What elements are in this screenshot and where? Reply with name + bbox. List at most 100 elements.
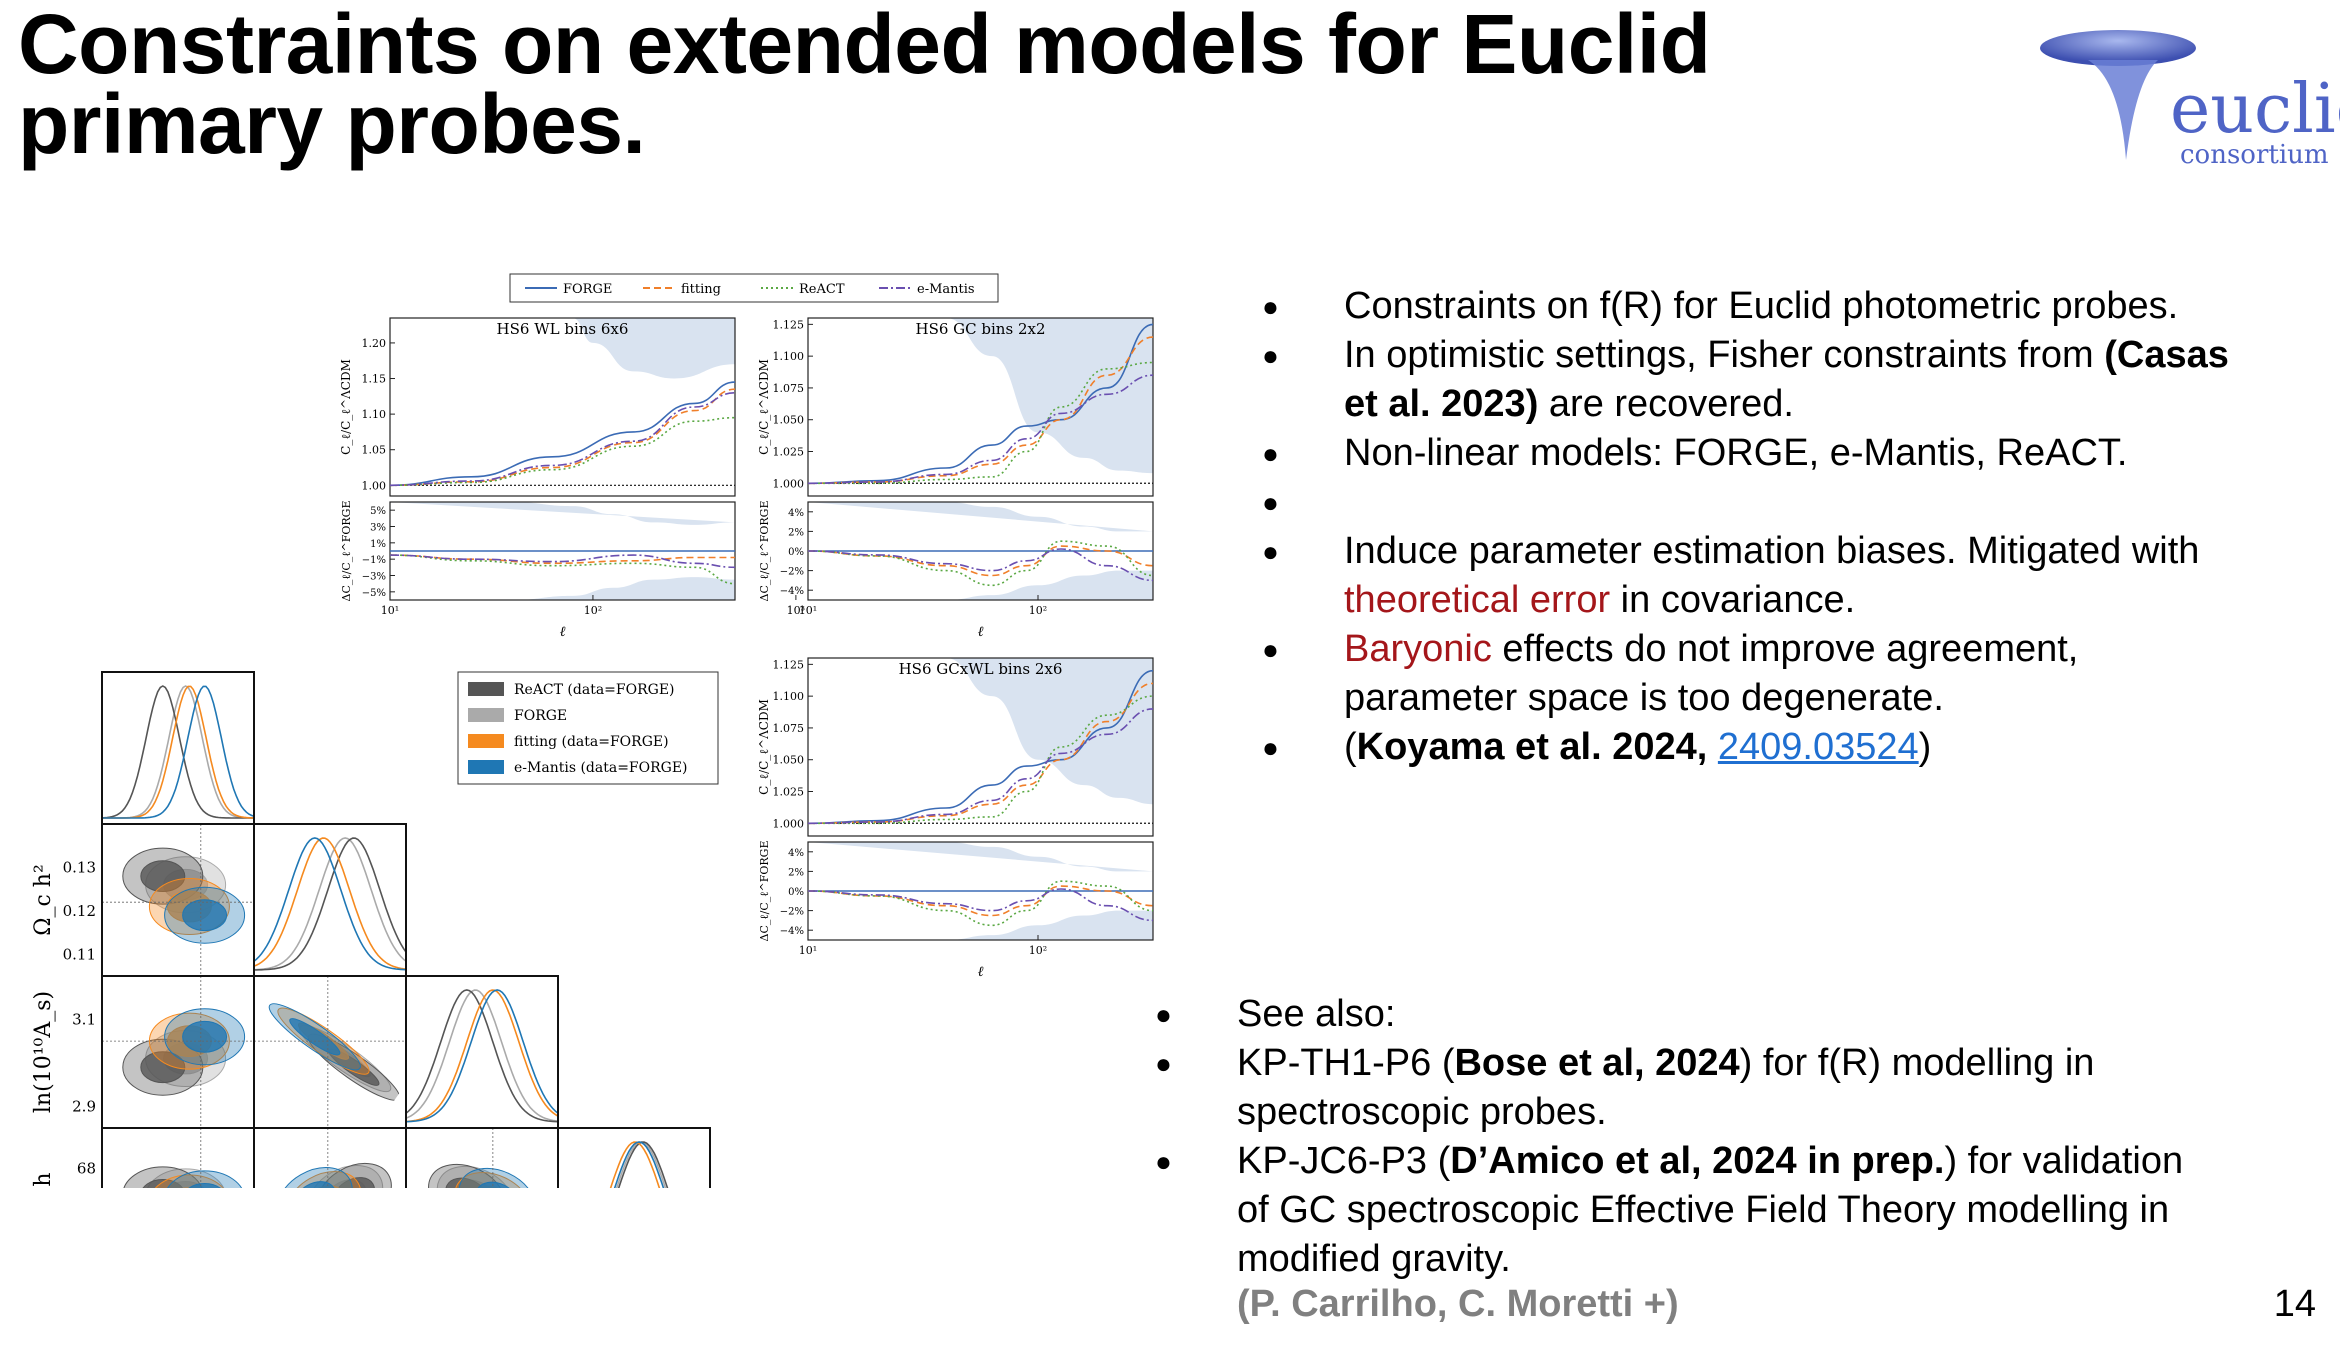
legend-label-fitting: fitting — [681, 282, 721, 297]
theory-error-band-top — [808, 318, 1153, 474]
x-axis-label: ℓ — [978, 624, 984, 640]
tri-cell-3-0 — [101, 1127, 255, 1188]
tri-legend-label: FORGE — [514, 708, 567, 724]
tri-legend-label: ReACT (data=FORGE) — [514, 682, 675, 698]
tri-cell-1-1 — [253, 823, 407, 977]
tri-cell-frame — [405, 975, 559, 1129]
ytick-label: 4% — [788, 848, 804, 859]
contour-inner — [293, 1181, 336, 1188]
residual-e-mantis — [808, 888, 1153, 922]
ytick-label: 0% — [788, 887, 804, 898]
theory-error-band-bottom-lower — [390, 577, 735, 600]
bullet-6: (Koyama et al. 2024, 2409.03524) — [1262, 723, 2262, 772]
tri-cell-frame — [557, 1127, 711, 1188]
tri-legend-label: fitting (data=FORGE) — [514, 734, 669, 750]
residual-fitting — [390, 554, 735, 565]
tri-legend-swatch — [468, 708, 504, 722]
series-forge — [808, 669, 1153, 825]
ytick-label: 1.15 — [362, 373, 387, 386]
logo-sub: consortium — [2180, 140, 2329, 170]
ytick-label: 1.075 — [773, 722, 805, 735]
arxiv-link[interactable]: 2409.03524 — [1717, 726, 1919, 768]
series-e-mantis — [390, 392, 735, 487]
ytick-label: −4% — [780, 926, 804, 937]
y-axis-label-bottom: ΔC_ℓ/C_ℓ^FORGE — [758, 501, 771, 602]
bose-bullet: KP-TH1-P6 (Bose et al, 2024) for f(R) mo… — [1155, 1039, 2205, 1137]
ytick-label: 4% — [788, 508, 804, 519]
posterior-1d — [254, 837, 406, 971]
ytick-label: 1.00 — [362, 479, 387, 492]
posterior-1d — [254, 837, 406, 971]
series-react — [390, 416, 735, 487]
xtick-label: 10² — [584, 604, 602, 617]
series-fitting — [390, 388, 735, 487]
ytick-label: 0% — [788, 547, 804, 558]
series-fitting — [808, 336, 1153, 485]
ytick-label: 1.025 — [773, 786, 805, 799]
series-fitting — [808, 682, 1153, 825]
panel-title: HS6 WL bins 6x6 — [497, 320, 629, 338]
legend-label-e-mantis: e-Mantis — [917, 282, 975, 297]
posterior-1d — [102, 685, 254, 819]
contour-inner — [182, 899, 228, 932]
tri-ylabel: ln(10¹⁰A_s) — [31, 991, 56, 1113]
tri-cell-frame — [405, 1127, 559, 1188]
ytick-label: −4% — [780, 586, 804, 597]
ytick-label: 1.025 — [773, 446, 805, 459]
tri-ytick-label: 0.11 — [63, 945, 96, 963]
posterior-1d — [102, 685, 254, 819]
contour-inner — [188, 1183, 221, 1188]
posterior-1d — [609, 1141, 661, 1188]
triangle-corner-plot: −6−5log₁₀|f_R0|0.1140.131Ω_c h²2.93.03.1… — [31, 671, 719, 1188]
theory-error-band-bottom-upper — [390, 502, 735, 525]
posterior-1d — [406, 989, 558, 1123]
main-bullet-list: Constraints on f(R) for Euclid photometr… — [1262, 282, 2262, 772]
contour-inner — [140, 860, 186, 893]
y-axis-label-bottom: ΔC_ℓ/C_ℓ^FORGE — [758, 841, 771, 942]
ytick-label: 2% — [788, 527, 804, 538]
contour-outer — [458, 1167, 536, 1188]
ytick-label: 1.000 — [773, 477, 805, 490]
contour-inner — [332, 1177, 375, 1188]
bullet-2: In optimistic settings, Fisher constrain… — [1262, 331, 2262, 429]
series-forge — [808, 323, 1153, 485]
tri-cell-0-0 — [101, 671, 255, 825]
panel-gcxwl: HS6 GCxWL bins 2x6 1.000 1.025 1.050 1.075 1.… — [757, 657, 1154, 980]
theory-error-band-bottom-lower — [808, 570, 1153, 600]
bullet-4: Induce parameter estimation biases. Miti… — [1262, 527, 2262, 625]
posterior-1d — [613, 1141, 665, 1188]
logo-galaxy — [2040, 30, 2196, 66]
slide-title: Constraints on extended models for Eucli… — [18, 2, 1918, 166]
ytick-label: 1.05 — [362, 444, 387, 457]
tri-cell-frame — [101, 671, 255, 825]
bullet-3: Non-linear models: FORGE, e-Mantis, ReAC… — [1262, 429, 2262, 478]
tri-ytick-label: 2.9 — [72, 1097, 96, 1115]
posterior-1d — [406, 989, 558, 1123]
damico-bullet: KP-JC6-P3 (D’Amico et al, 2024 in prep.)… — [1155, 1137, 2205, 1284]
ytick-label: 1.050 — [773, 414, 805, 427]
tri-cell-3-1 — [253, 1127, 407, 1188]
posterior-1d — [102, 685, 254, 819]
tri-cell-2-1 — [253, 975, 407, 1129]
bullet-gap — [1262, 478, 2262, 527]
panel-title: HS6 GC bins 2x2 — [916, 320, 1046, 338]
tri-cell-frame — [253, 1127, 407, 1188]
theory-error-band-bottom-upper — [808, 502, 1153, 532]
triangle-legend: ReACT (data=FORGE) FORGE fitting (data=FOR… — [457, 671, 719, 785]
xtick-label: 10¹ — [799, 944, 817, 957]
residual-e-mantis — [390, 554, 735, 569]
tri-ytick-label: 68 — [77, 1160, 96, 1178]
ytick-label: 1.000 — [773, 817, 805, 830]
contour-outer — [454, 1171, 532, 1188]
tri-legend-swatch — [468, 734, 504, 748]
residual-fitting — [808, 545, 1153, 577]
ytick-label: 5% — [370, 506, 386, 517]
tri-cell-frame — [101, 1127, 255, 1188]
contour-outer — [123, 1166, 203, 1188]
y-axis-label-top: C_ℓ/C_ℓ^ΛCDM — [757, 359, 771, 455]
posterior-1d — [615, 1141, 667, 1188]
ytick-label: −3% — [362, 572, 386, 583]
bullet-5: Baryonic effects do not improve agreemen… — [1262, 625, 2262, 723]
y-axis-label-top: C_ℓ/C_ℓ^ΛCDM — [339, 359, 353, 455]
panel-frame-top — [807, 657, 1154, 837]
